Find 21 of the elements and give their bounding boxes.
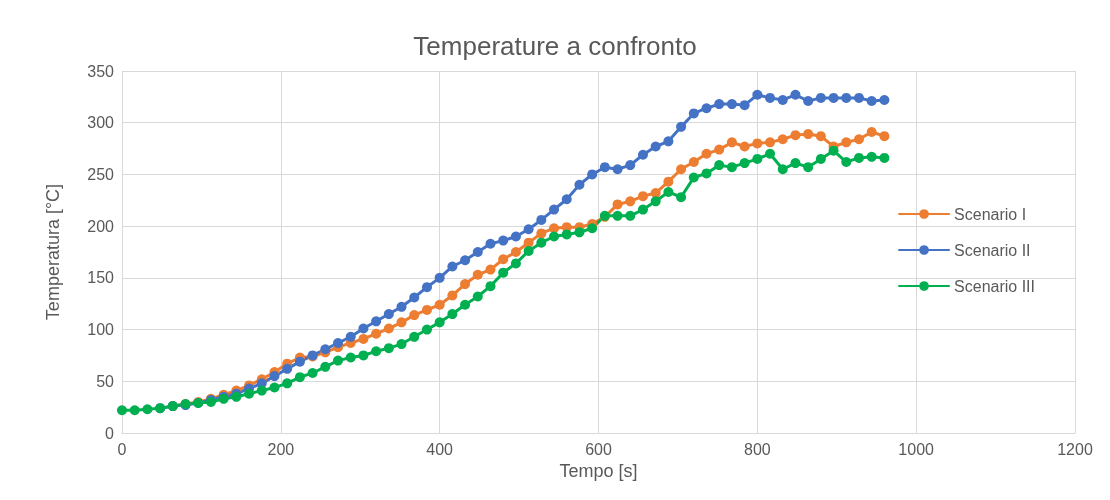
x-tick-label: 0 <box>117 440 127 458</box>
x-tick-label: 600 <box>585 440 612 458</box>
legend-label: Scenario III <box>954 277 1036 295</box>
y-tick-label: 250 <box>87 165 115 183</box>
x-tick-label: 800 <box>743 440 771 458</box>
y-tick-label: 50 <box>96 372 115 390</box>
y-tick-label: 100 <box>87 321 115 339</box>
y-tick-label: 350 <box>87 62 115 80</box>
y-tick-label: 200 <box>87 217 115 235</box>
y-tick-label: 300 <box>87 114 115 132</box>
legend-label: Scenario II <box>954 241 1031 259</box>
y-tick-label: 0 <box>105 424 115 442</box>
x-tick-label: 200 <box>267 440 295 458</box>
y-tick-label: 150 <box>87 269 115 287</box>
x-tick-label: 1200 <box>1057 440 1093 458</box>
x-tick-label: 1000 <box>898 440 935 458</box>
x-axis-title: Tempo [s] <box>559 460 638 481</box>
legend-label: Scenario I <box>954 205 1027 223</box>
y-axis-title: Temperatura [°C] <box>43 183 63 321</box>
chart-title: Temperature a confronto <box>413 31 697 61</box>
x-tick-label: 400 <box>426 440 454 458</box>
